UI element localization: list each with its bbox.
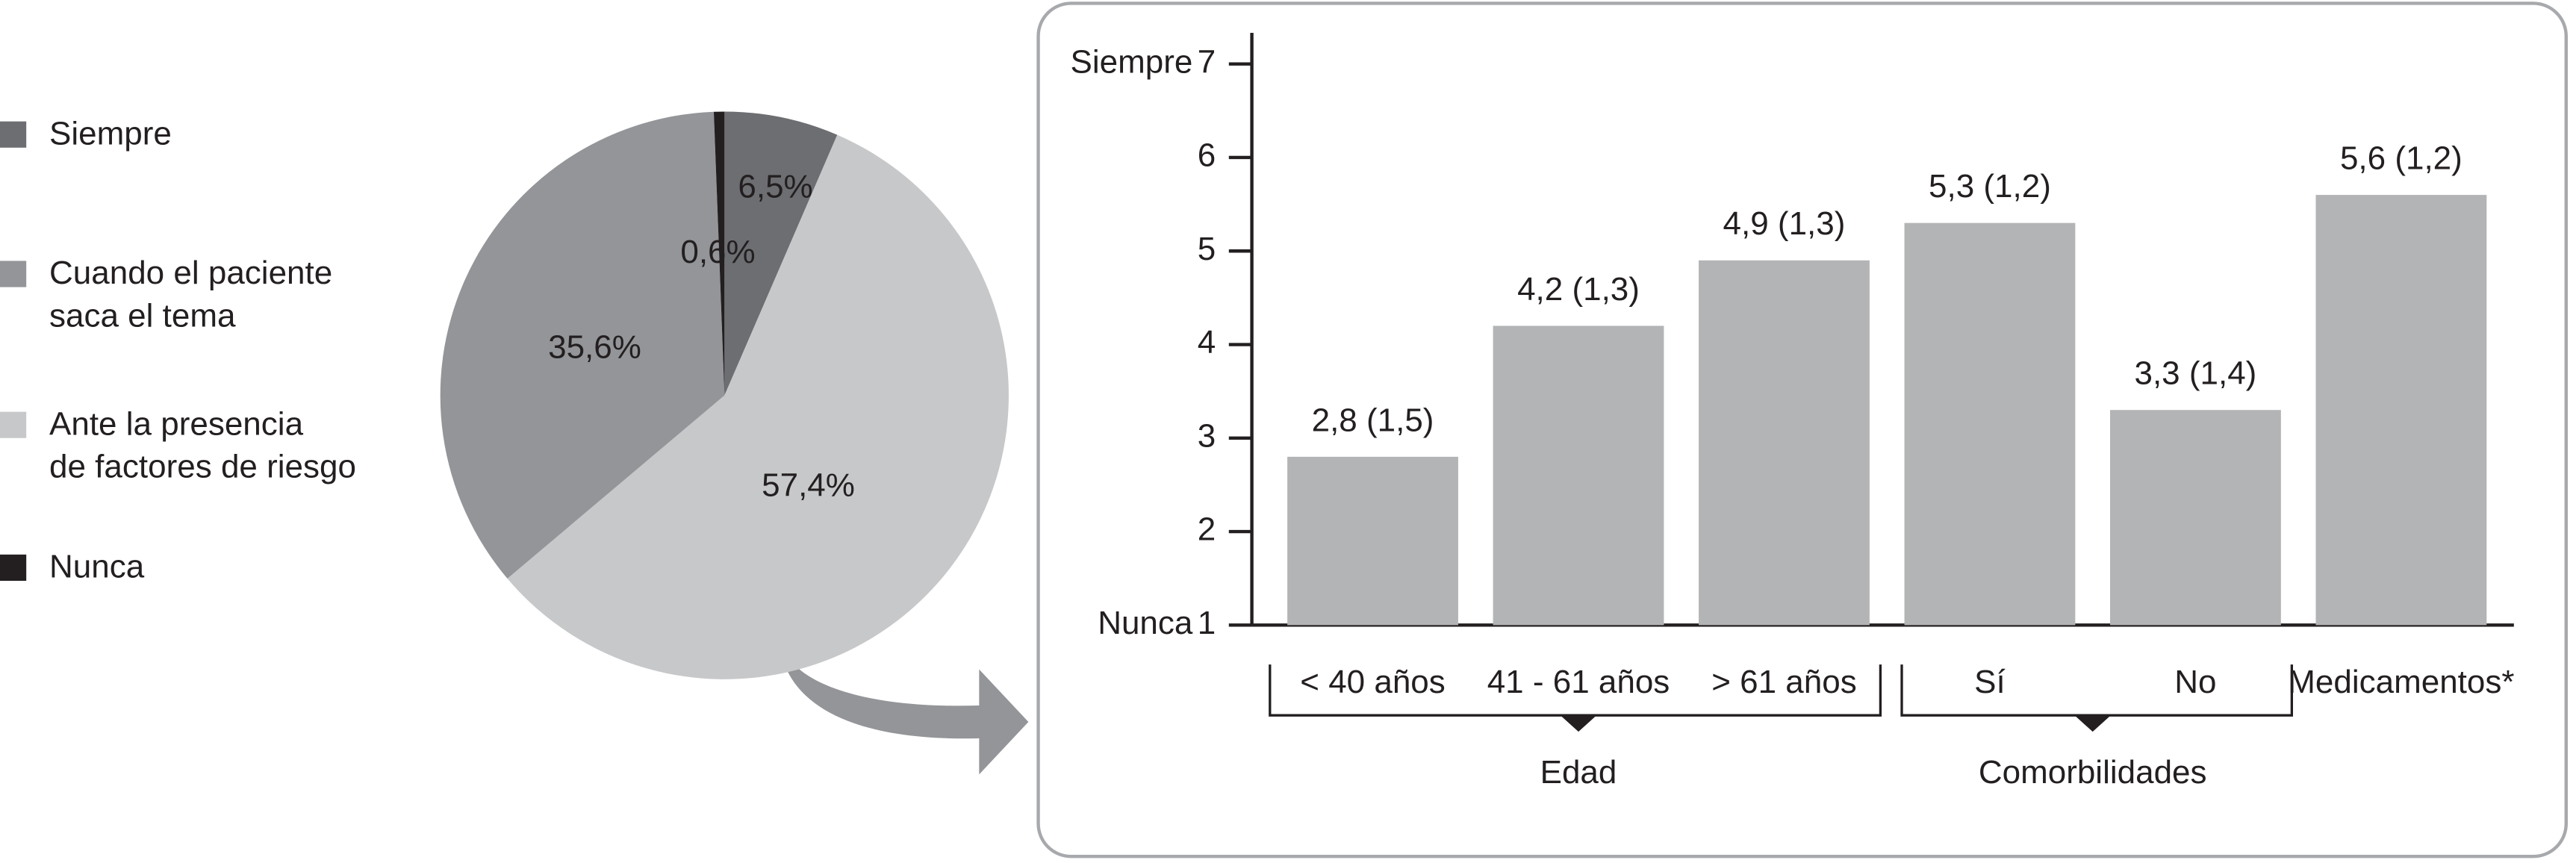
y-tick-label: 7	[1198, 43, 1216, 80]
x-tick-label: > 61 años	[1711, 664, 1856, 700]
group-bracket	[1900, 664, 2294, 717]
group-pointer	[1560, 715, 1597, 732]
bar-panel-frame	[1036, 1, 2568, 859]
y-tick-label: 3	[1198, 417, 1216, 454]
value-label: 5,6 (1,2)	[2340, 140, 2463, 177]
bar	[1493, 325, 1664, 626]
group-label: Comorbilidades	[1979, 754, 2207, 791]
bar	[1699, 260, 1870, 626]
x-tick-label: Sí	[1974, 664, 2006, 700]
group-label: Edad	[1540, 754, 1617, 791]
bar	[1287, 456, 1458, 626]
pie-slice	[440, 111, 725, 579]
value-label: 5,3 (1,2)	[1929, 168, 2051, 205]
slice-label: 0,6%	[680, 234, 755, 270]
x-tick-label: No	[2174, 664, 2216, 700]
legend-label: Siempre	[49, 116, 172, 153]
legend-entry: Cuando el paciente saca el tema	[49, 255, 333, 335]
legend-swatch	[0, 554, 27, 581]
legend-swatch	[0, 411, 27, 438]
group-pointer	[2074, 715, 2111, 732]
y-tick-label: 6	[1198, 137, 1216, 174]
y-tick-label: 5	[1198, 231, 1216, 267]
slice-label: 6,5%	[738, 168, 812, 205]
y-label-top: Siempre	[1071, 43, 1193, 80]
pie-slice	[713, 111, 725, 396]
legend-label: Nunca	[49, 549, 145, 586]
value-label: 3,3 (1,4)	[2134, 355, 2256, 392]
value-label: 4,2 (1,3)	[1517, 271, 1640, 308]
slice-label: 57,4%	[762, 467, 855, 503]
y-tick-label: 2	[1198, 511, 1216, 548]
legend-swatch	[0, 121, 27, 148]
y-tick-label: 1	[1198, 605, 1216, 641]
slice-label: 35,6%	[548, 329, 641, 366]
value-label: 2,8 (1,5)	[1312, 402, 1434, 438]
y-tick-label: 4	[1198, 324, 1216, 361]
legend-label: Ante la presencia de factores de riesgo	[49, 407, 356, 486]
y-label-bottom: Nunca	[1098, 605, 1193, 641]
legend-label: Cuando el paciente saca el tema	[49, 255, 333, 335]
legend-swatch	[0, 261, 27, 287]
legend-entry: Nunca	[49, 549, 145, 586]
legend-entry: Ante la presencia de factores de riesgo	[49, 407, 356, 486]
bar	[2315, 195, 2487, 626]
x-tick-label: 41 - 61 años	[1487, 664, 1670, 700]
x-tick-label: Medicamentos*	[2288, 664, 2514, 700]
bar	[2110, 410, 2281, 626]
x-tick-label: < 40 años	[1300, 664, 1445, 700]
bar	[1904, 222, 2076, 626]
pie-slice	[507, 134, 1009, 679]
value-label: 4,9 (1,3)	[1723, 205, 1846, 242]
legend-entry: Siempre	[49, 116, 172, 153]
connector-arrow	[778, 632, 1029, 775]
pie-slice	[724, 111, 838, 396]
